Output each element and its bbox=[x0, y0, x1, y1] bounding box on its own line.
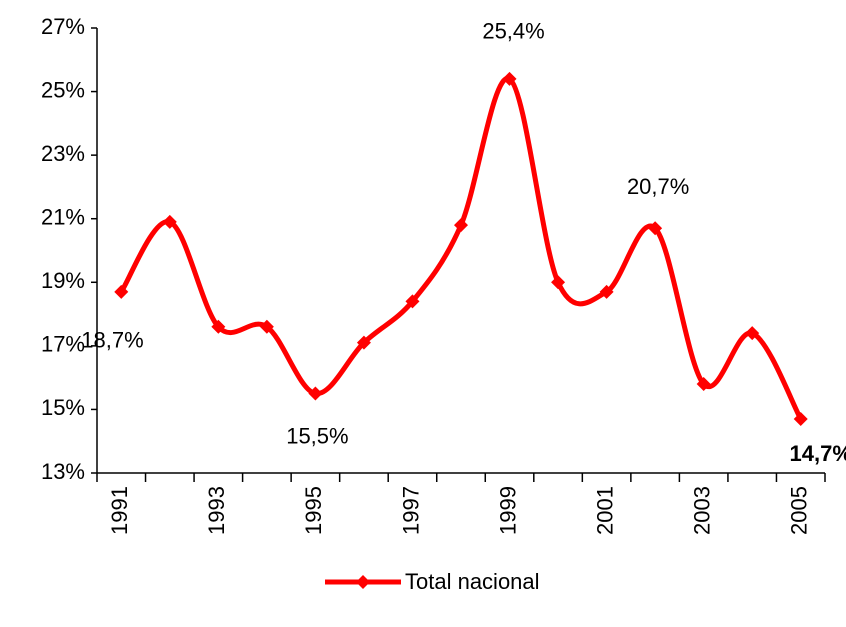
marker bbox=[405, 294, 420, 309]
data-label: 20,7% bbox=[627, 174, 689, 199]
y-tick-label: 25% bbox=[41, 77, 85, 102]
marker bbox=[211, 319, 226, 334]
x-tick-label: 1995 bbox=[301, 486, 326, 535]
y-tick-label: 17% bbox=[41, 332, 85, 357]
y-tick-label: 23% bbox=[41, 141, 85, 166]
y-tick-label: 21% bbox=[41, 205, 85, 230]
marker bbox=[259, 319, 274, 334]
x-tick-label: 1997 bbox=[398, 486, 423, 535]
y-tick-label: 19% bbox=[41, 268, 85, 293]
data-label: 15,5% bbox=[286, 423, 348, 448]
marker bbox=[114, 284, 129, 299]
y-tick-label: 15% bbox=[41, 395, 85, 420]
y-tick-label: 27% bbox=[41, 14, 85, 39]
marker bbox=[793, 411, 808, 426]
x-tick-label: 1993 bbox=[204, 486, 229, 535]
x-tick-label: 2005 bbox=[787, 486, 812, 535]
line bbox=[119, 76, 803, 421]
marker bbox=[454, 218, 468, 233]
data-label: 14,7% bbox=[790, 441, 846, 466]
x-tick-label: 2003 bbox=[689, 486, 714, 535]
marker bbox=[696, 377, 711, 391]
marker bbox=[648, 221, 663, 236]
legend-marker bbox=[356, 575, 370, 589]
marker bbox=[551, 275, 566, 290]
marker bbox=[502, 71, 517, 86]
x-tick-label: 1999 bbox=[495, 486, 520, 535]
data-label: 25,4% bbox=[482, 19, 544, 44]
marker bbox=[745, 326, 760, 341]
x-tick-label: 1991 bbox=[107, 486, 132, 535]
x-tick-label: 2001 bbox=[592, 486, 617, 535]
y-tick-label: 13% bbox=[41, 459, 85, 484]
marker bbox=[162, 214, 177, 229]
marker bbox=[308, 386, 323, 401]
legend-label: Total nacional bbox=[405, 569, 540, 594]
marker bbox=[356, 335, 371, 350]
marker bbox=[599, 284, 614, 299]
data-label: 18,7% bbox=[81, 328, 143, 353]
